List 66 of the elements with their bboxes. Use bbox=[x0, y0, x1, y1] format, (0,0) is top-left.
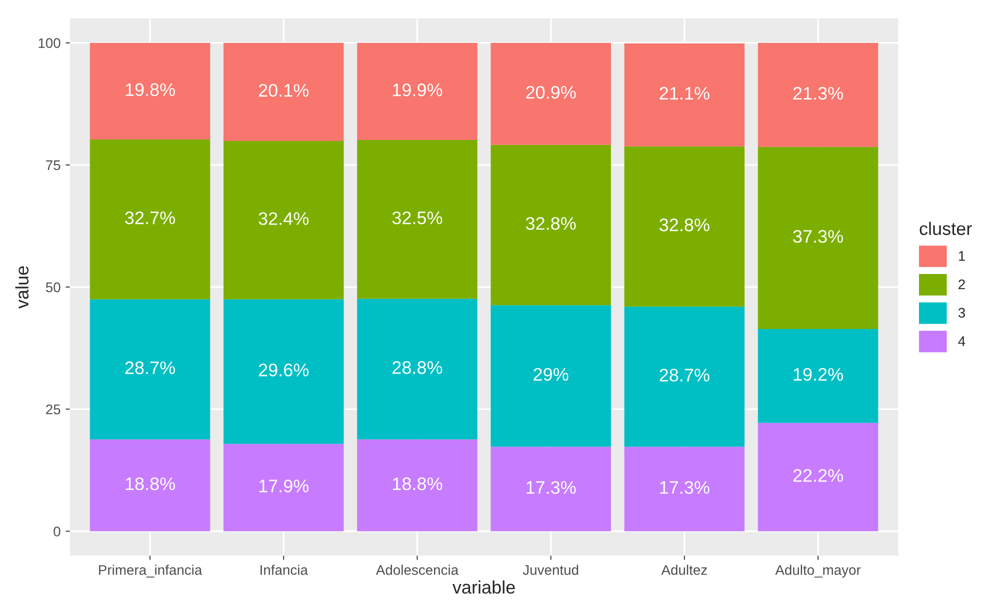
data-label: 29% bbox=[534, 368, 568, 381]
y-tick-label: 0 bbox=[54, 526, 60, 536]
legend-label: 3 bbox=[958, 308, 965, 318]
y-tick-label: 100 bbox=[38, 38, 60, 48]
data-label: 17.3% bbox=[526, 481, 576, 494]
bar bbox=[357, 298, 478, 440]
x-tick-label: Adolescencia bbox=[376, 564, 459, 575]
data-label: 19.2% bbox=[794, 368, 843, 381]
legend-label: 2 bbox=[958, 279, 965, 290]
legend-label: 4 bbox=[958, 336, 966, 346]
data-label: 20.1% bbox=[258, 84, 309, 97]
bar bbox=[490, 446, 611, 532]
bar bbox=[90, 42, 210, 140]
bar bbox=[90, 140, 210, 300]
x-axis-title: variable bbox=[452, 580, 515, 594]
bar bbox=[357, 439, 478, 532]
y-tick-label: 50 bbox=[46, 282, 60, 292]
bar bbox=[758, 42, 878, 147]
data-label: 18.8% bbox=[393, 477, 442, 490]
data-label: 21.3% bbox=[793, 86, 843, 100]
x-tick-label: Adultez bbox=[661, 564, 707, 575]
data-label: 18.8% bbox=[126, 477, 175, 490]
bar bbox=[624, 43, 745, 146]
data-label: 21.1% bbox=[660, 86, 710, 100]
bar bbox=[490, 42, 611, 145]
x-tick-label: Adulto_mayor bbox=[775, 564, 861, 578]
bar bbox=[490, 144, 611, 306]
bar bbox=[758, 146, 878, 330]
data-label: 28.8% bbox=[392, 361, 442, 374]
bar bbox=[224, 141, 344, 300]
data-label: 17.9% bbox=[259, 480, 309, 492]
bar bbox=[758, 422, 878, 532]
data-label: 32.5% bbox=[392, 211, 442, 224]
data-label: 22.2% bbox=[793, 469, 843, 482]
bar bbox=[90, 439, 210, 532]
bar bbox=[624, 306, 745, 447]
data-label: 32.7% bbox=[125, 211, 175, 224]
data-label: 32.8% bbox=[526, 217, 576, 230]
data-label: 28.7% bbox=[660, 368, 710, 382]
bar bbox=[758, 329, 878, 423]
x-tick-label: Primera_infancia bbox=[99, 564, 202, 578]
bar bbox=[224, 299, 344, 444]
x-tick-label: Infancia bbox=[260, 564, 308, 575]
legend-title: cluster bbox=[920, 222, 972, 236]
bar bbox=[357, 42, 478, 140]
x-tick-label: Juventud bbox=[522, 564, 578, 575]
y-axis-title: value bbox=[15, 266, 29, 309]
bar bbox=[90, 299, 210, 440]
data-label: 19.9% bbox=[393, 84, 442, 96]
data-label: 20.9% bbox=[526, 86, 576, 99]
bar bbox=[224, 444, 344, 532]
data-label: 32.4% bbox=[258, 212, 309, 225]
y-tick-label: 75 bbox=[46, 160, 60, 170]
data-label: 32.8% bbox=[660, 218, 710, 232]
data-label: 17.3% bbox=[660, 481, 710, 494]
bar bbox=[224, 42, 344, 142]
data-label: 37.3% bbox=[793, 230, 843, 243]
data-label: 29.6% bbox=[258, 364, 309, 376]
bar bbox=[624, 446, 745, 532]
bar bbox=[490, 305, 611, 447]
bar bbox=[624, 146, 745, 307]
bar bbox=[357, 140, 478, 299]
legend-label: 1 bbox=[958, 251, 965, 261]
y-tick-label: 25 bbox=[46, 404, 60, 414]
data-label: 19.8% bbox=[126, 83, 175, 96]
data-label: 28.7% bbox=[125, 361, 175, 374]
